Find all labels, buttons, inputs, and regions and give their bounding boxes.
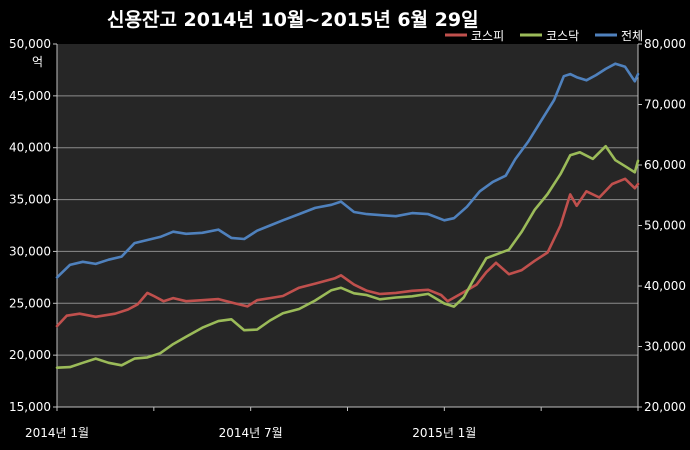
y-left-tick-label: 25,000 (9, 296, 51, 310)
y-right-tick-label: 70,000 (644, 98, 686, 112)
y-right-tick-label: 30,000 (644, 340, 686, 354)
y-right-tick-label: 80,000 (644, 37, 686, 51)
legend-label-2: 코스닥 (546, 29, 579, 43)
y-left-tick-label: 45,000 (9, 89, 51, 103)
series-line-1 (55, 177, 640, 328)
y-left-tick-label: 40,000 (9, 141, 51, 155)
legend-label-3: 전체 (621, 29, 643, 43)
y-left-tick-label: 50,000 (9, 37, 51, 51)
y-left-tick-label: 35,000 (9, 193, 51, 207)
legend: 코스피 코스닥 전체 (445, 29, 643, 43)
y-right-tick-label: 20,000 (644, 400, 686, 414)
y-left-tick-label: 15,000 (9, 400, 51, 414)
series-lines (55, 62, 640, 370)
y-left-tick-label: 30,000 (9, 244, 51, 258)
legend-label-1: 코스피 (471, 29, 504, 43)
x-tick-label: 2014년 7월 (219, 426, 283, 440)
x-tick-label: 2014년 1월 (25, 426, 89, 440)
series-line-3 (55, 62, 640, 279)
y-right-tick-label: 40,000 (644, 279, 686, 293)
y-axis-unit-label: 억 (32, 55, 43, 69)
y-right-tick-label: 60,000 (644, 158, 686, 172)
axes (53, 43, 642, 411)
y-left-tick-label: 20,000 (9, 348, 51, 362)
plot-area (57, 44, 638, 407)
y-right-tick-label: 50,000 (644, 219, 686, 233)
tick-labels: 15,000 20,000 25,000 30,000 35,000 40,000 45,0… (9, 37, 686, 440)
series-line-2 (55, 144, 640, 370)
x-tick-label: 2015년 1월 (412, 426, 476, 440)
chart-title: 신용잔고 2014년 10월~2015년 6월 29일 (107, 9, 479, 31)
